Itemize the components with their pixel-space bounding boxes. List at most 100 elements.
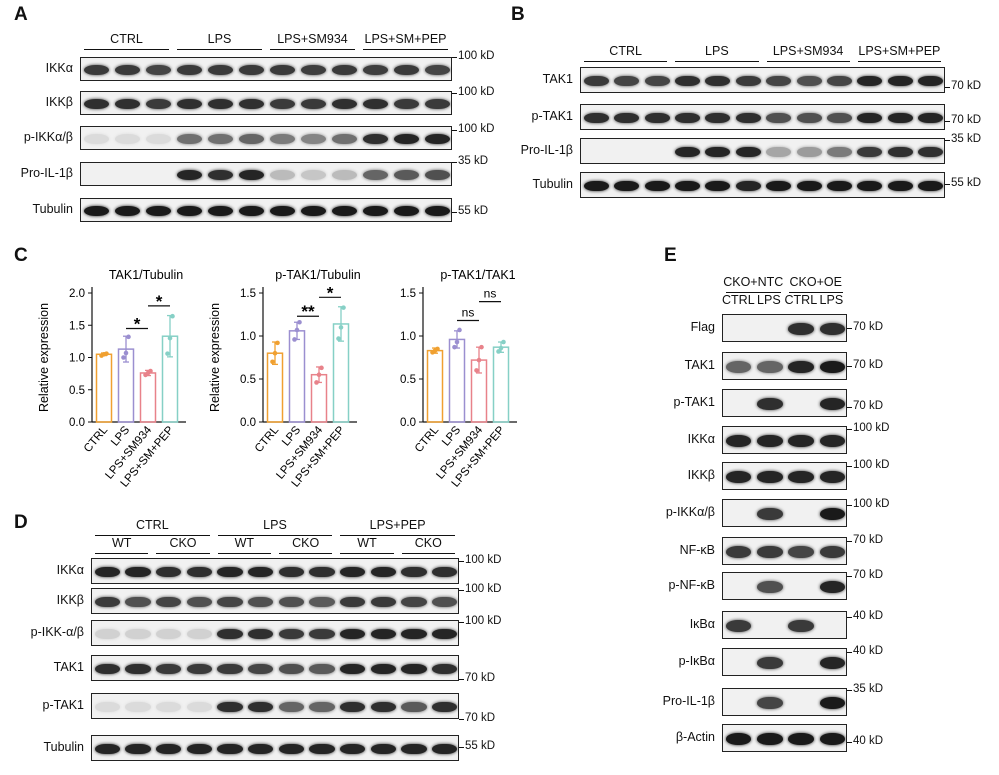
blot-band <box>887 146 913 158</box>
blot-row-label: β-Actin <box>675 730 715 744</box>
data-point <box>148 368 153 374</box>
blot-band <box>186 663 212 675</box>
blot-band <box>705 146 731 158</box>
blot-strip <box>91 588 459 614</box>
blot-band <box>393 205 420 217</box>
data-point <box>314 380 319 385</box>
marker-tick <box>847 505 852 506</box>
blot-band <box>644 75 670 87</box>
blot-strip <box>722 462 847 490</box>
blot-strip <box>91 558 459 584</box>
blot-band <box>125 663 151 675</box>
marker-tick <box>459 679 464 680</box>
data-point <box>338 325 344 330</box>
blot-band <box>725 733 752 745</box>
blot-band <box>217 566 243 578</box>
blot-band <box>705 75 731 87</box>
blot-row-label: Pro-IL-1β <box>520 143 573 157</box>
blot-band <box>238 64 265 76</box>
molecular-weight-marker: 100 kD <box>465 583 502 595</box>
blot-strip <box>722 688 847 716</box>
group-underline <box>584 61 668 62</box>
marker-tick <box>847 366 852 367</box>
blot-band <box>918 146 944 158</box>
y-tick-label: 0.5 <box>400 374 416 386</box>
data-point <box>126 334 131 340</box>
blot-band <box>827 112 852 124</box>
subgroup-label: CTRL <box>784 293 818 307</box>
molecular-weight-marker: 70 kD <box>465 712 496 724</box>
blot-band <box>757 697 783 709</box>
y-axis-label: Relative expression <box>208 303 222 412</box>
marker-tick <box>452 93 457 94</box>
data-point <box>457 327 462 333</box>
y-tick-label: 1.0 <box>69 353 85 365</box>
y-tick-label: 1.0 <box>240 331 256 343</box>
blot-band <box>176 98 203 110</box>
blot-band <box>432 628 458 640</box>
y-tick-label: 0.0 <box>240 417 256 429</box>
blot-band <box>340 566 366 578</box>
marker-tick <box>459 719 464 720</box>
data-point <box>336 336 341 341</box>
molecular-weight-marker: 100 kD <box>853 459 890 471</box>
blot-row-label: TAK1 <box>53 660 84 674</box>
blot-row-label: Pro-IL-1β <box>662 694 715 708</box>
blot-band <box>278 566 304 578</box>
blot-band <box>827 180 852 192</box>
chart-title: p-TAK1/Tubulin <box>275 268 361 282</box>
blot-band <box>819 398 846 410</box>
molecular-weight-marker: 40 kD <box>853 735 884 747</box>
y-tick-label: 0.5 <box>240 374 256 386</box>
chart-title: p-TAK1/TAK1 <box>440 268 515 282</box>
blot-band <box>248 701 274 713</box>
data-point <box>479 344 484 350</box>
blot-band <box>757 361 783 373</box>
blot-band <box>156 663 182 675</box>
y-tick-label: 1.5 <box>69 320 85 332</box>
blot-band <box>309 566 335 578</box>
blot-band <box>432 743 458 755</box>
blot-band <box>331 205 358 217</box>
blot-band <box>300 169 327 181</box>
marker-tick <box>847 466 852 467</box>
blot-band <box>857 75 883 87</box>
data-point <box>496 349 501 354</box>
blot-band <box>125 743 151 755</box>
blot-band <box>705 112 731 124</box>
marker-tick <box>847 407 852 408</box>
data-point <box>270 359 275 365</box>
significance-label: * <box>156 292 163 311</box>
blot-band <box>238 205 265 217</box>
blot-band <box>340 663 366 675</box>
blot-strip <box>722 537 847 565</box>
blot-band <box>331 169 358 181</box>
data-point <box>474 368 479 373</box>
blot-band <box>207 169 234 181</box>
data-point <box>319 365 324 371</box>
blot-band <box>735 180 761 192</box>
blot-band <box>918 180 944 192</box>
data-point <box>476 357 482 363</box>
blot-band <box>674 180 700 192</box>
blot-band <box>788 323 814 335</box>
group-underline <box>84 49 169 50</box>
group-label: LPS+SM+PEP <box>858 44 941 58</box>
molecular-weight-marker: 100 kD <box>853 498 890 510</box>
marker-tick <box>847 541 852 542</box>
blot-band <box>83 133 110 145</box>
blot-band <box>207 64 234 76</box>
blot-band <box>300 64 327 76</box>
blot-band <box>186 596 212 608</box>
group-label: LPS <box>207 32 232 46</box>
blot-band <box>114 98 141 110</box>
bar <box>139 372 157 423</box>
group-label: CTRL <box>136 518 169 532</box>
blot-band <box>248 628 274 640</box>
blot-strip <box>80 57 452 81</box>
blot-band <box>269 205 296 217</box>
subgroup-underline <box>340 553 394 554</box>
y-axis-label: Relative expression <box>37 303 51 412</box>
blot-band <box>674 146 700 158</box>
blot-band <box>248 663 274 675</box>
